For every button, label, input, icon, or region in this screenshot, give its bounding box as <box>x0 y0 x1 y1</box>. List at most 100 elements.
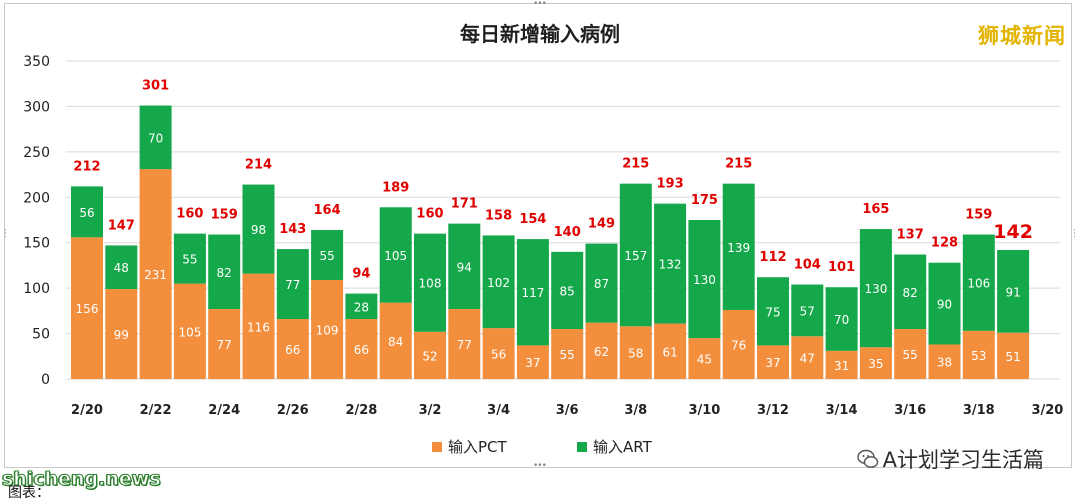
data-label-total: 154 <box>519 212 546 227</box>
data-label-total: 143 <box>279 222 306 237</box>
data-label-total: 101 <box>828 260 855 275</box>
data-label-art: 98 <box>251 223 266 237</box>
y-tick-label: 100 <box>23 281 50 297</box>
bar-art <box>859 229 892 348</box>
data-label-pct: 37 <box>525 356 540 370</box>
bar-pct <box>242 273 275 379</box>
data-label-art: 117 <box>521 286 544 300</box>
bar-art <box>345 293 378 320</box>
data-label-art: 56 <box>79 206 94 220</box>
data-label-pct: 45 <box>697 353 712 367</box>
data-label-pct: 53 <box>971 349 986 363</box>
y-tick-label: 50 <box>32 327 50 343</box>
data-label-art: 75 <box>765 305 780 319</box>
bar-pct <box>379 302 412 379</box>
data-label-total: 142 <box>993 221 1033 243</box>
data-label-pct: 37 <box>765 356 780 370</box>
bar-art <box>208 234 241 310</box>
data-label-art: 82 <box>903 286 918 300</box>
data-label-total: 160 <box>176 207 203 222</box>
data-label-art: 28 <box>354 300 369 314</box>
bar-pct <box>139 169 172 379</box>
x-tick-label: 2/24 <box>208 403 240 418</box>
data-label-pct: 76 <box>731 338 746 352</box>
bar-art <box>654 203 687 324</box>
data-label-art: 70 <box>834 313 849 327</box>
bar-chart: 0 50 100 150 200 250 300 350 156 56 212 99 48 147 231… <box>23 54 1063 418</box>
bar-art <box>791 284 824 337</box>
y-tick-label: 0 <box>41 372 50 388</box>
bar-art <box>757 277 789 346</box>
data-label-total: 301 <box>142 79 169 94</box>
bar-pct <box>825 350 858 379</box>
figure-caption: 图表： <box>8 485 50 501</box>
data-label-pct: 105 <box>178 325 201 339</box>
bar-art <box>311 229 344 280</box>
data-label-total: 171 <box>451 197 478 212</box>
data-label-art: 55 <box>319 249 334 263</box>
bar-pct <box>791 336 824 379</box>
data-label-pct: 66 <box>285 343 300 357</box>
data-label-art: 87 <box>594 277 609 291</box>
data-label-art: 77 <box>285 278 300 292</box>
bar-pct <box>654 323 687 379</box>
bar-pct <box>173 283 206 379</box>
data-label-pct: 55 <box>903 348 918 362</box>
data-label-pct: 58 <box>628 347 643 361</box>
data-label-art: 70 <box>148 131 163 145</box>
legend-item-art: 输入ART <box>577 436 652 457</box>
bar-pct <box>71 237 103 379</box>
x-tick-label: 3/6 <box>556 403 579 418</box>
data-label-pct: 66 <box>354 343 369 357</box>
x-tick-label: 2/28 <box>345 403 377 418</box>
data-label-art: 157 <box>624 249 647 263</box>
data-label-pct: 116 <box>247 320 270 334</box>
resize-handle-top[interactable]: ••• <box>533 0 547 9</box>
bar-pct <box>928 344 961 379</box>
data-label-total: 158 <box>485 208 512 223</box>
bar-pct <box>688 338 721 379</box>
resize-handle-left[interactable]: ⋮ <box>1 229 10 239</box>
x-tick-label: 2/20 <box>71 403 103 418</box>
chart-title: 每日新增输入病例 <box>460 22 620 46</box>
data-label-total: 94 <box>352 267 370 282</box>
data-label-total: 214 <box>245 158 272 173</box>
x-axis-ticks: 2/20 2/22 2/24 2/26 2/28 3/2 3/4 3/6 3/8 3/10 3/12… <box>71 403 1063 418</box>
bar-pct <box>859 347 892 379</box>
data-label-pct: 47 <box>800 352 815 366</box>
data-label-pct: 38 <box>937 356 952 370</box>
x-tick-label: 3/2 <box>419 403 442 418</box>
y-tick-label: 350 <box>23 54 50 70</box>
brand-credit: A计划学习生活篇 <box>856 444 1044 474</box>
x-tick-label: 3/20 <box>1031 403 1063 418</box>
data-label-pct: 99 <box>114 328 129 342</box>
data-label-total: 128 <box>931 236 958 251</box>
y-tick-label: 150 <box>23 236 50 252</box>
data-label-art: 132 <box>659 258 682 272</box>
data-label-pct: 35 <box>868 357 883 371</box>
data-label-total: 164 <box>314 203 341 218</box>
y-axis-ticks: 0 50 100 150 200 250 300 350 <box>23 54 50 388</box>
bar-pct <box>482 328 515 379</box>
data-labels: 156 56 212 99 48 147 231 70 301 105 55 160 77 82 159 11… <box>73 79 1033 373</box>
bar-pct <box>276 319 309 379</box>
data-label-pct: 77 <box>457 338 472 352</box>
x-tick-label: 3/8 <box>624 403 647 418</box>
bar-art <box>825 287 858 351</box>
bar-pct <box>962 330 995 379</box>
data-label-pct: 77 <box>217 338 232 352</box>
bar-art <box>482 235 515 329</box>
bar-pct <box>551 329 584 379</box>
data-label-pct: 31 <box>834 359 849 373</box>
resize-handle-bottom[interactable]: ••• <box>533 461 547 471</box>
data-label-total: 212 <box>73 159 100 174</box>
data-label-pct: 56 <box>491 348 506 362</box>
resize-handle-right[interactable]: ⋮ <box>1070 229 1079 239</box>
data-label-art: 139 <box>727 241 750 255</box>
bar-art <box>276 249 309 320</box>
bar-art <box>722 183 755 310</box>
bar-art <box>688 220 721 339</box>
bar-pct <box>311 279 344 379</box>
data-label-pct: 62 <box>594 345 609 359</box>
x-tick-label: 3/18 <box>963 403 995 418</box>
